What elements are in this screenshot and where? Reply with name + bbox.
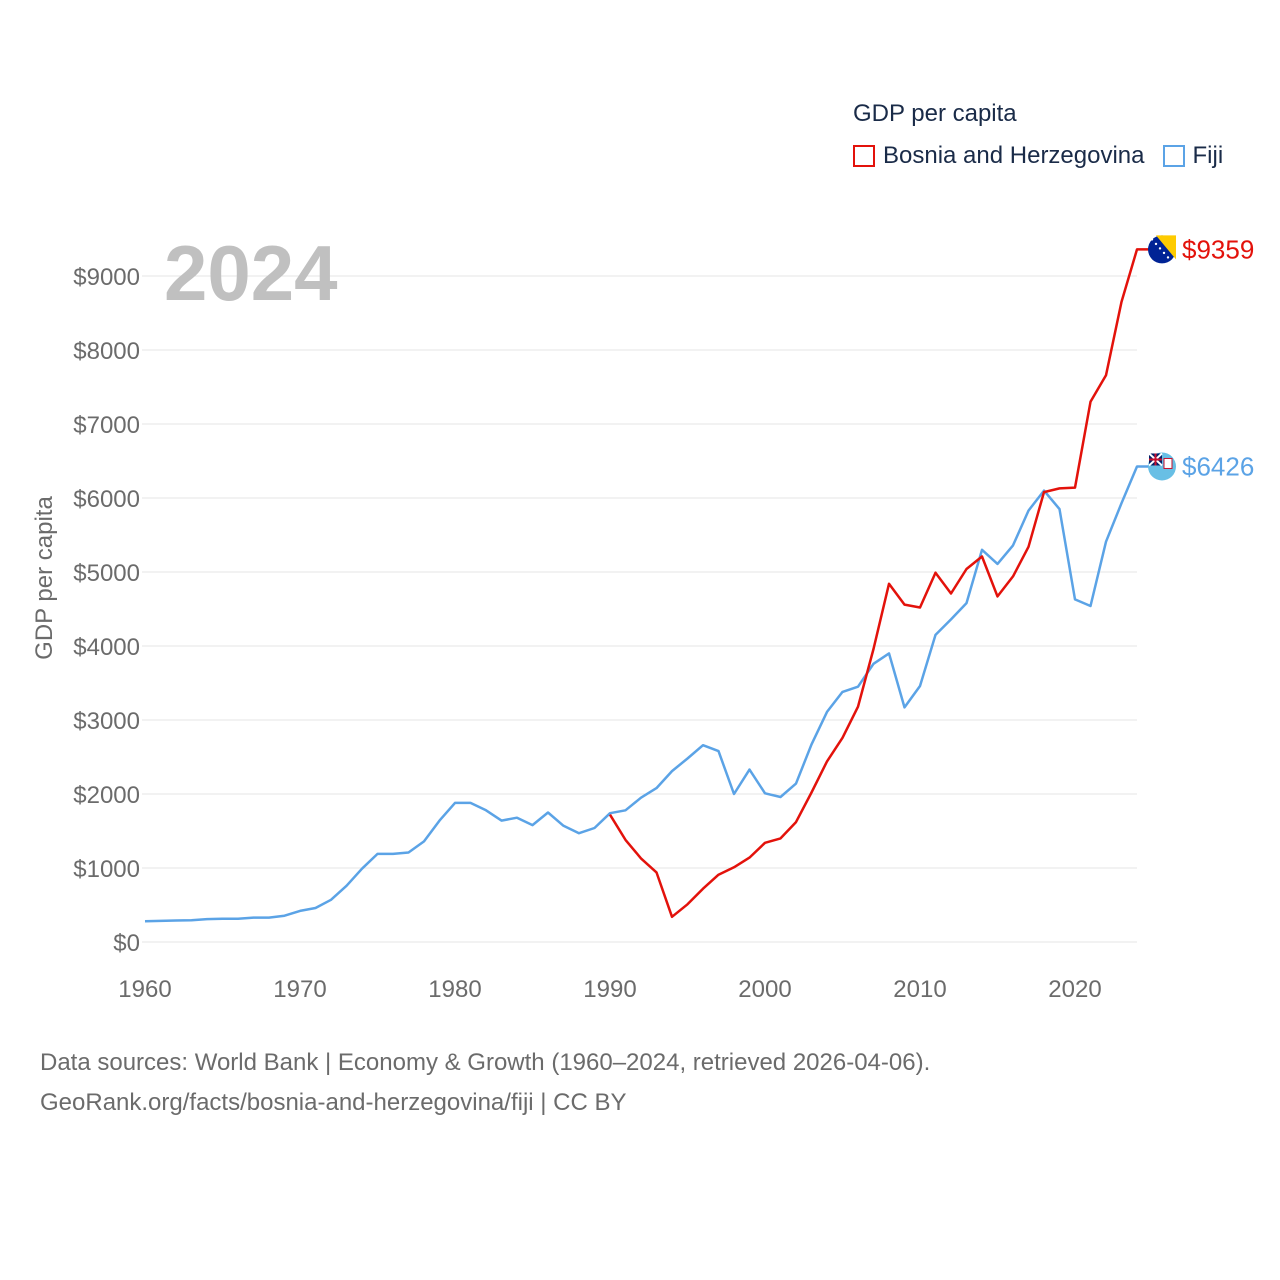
y-tick-label: $8000 (73, 338, 140, 365)
end-markers: $9359 $6426 (1148, 234, 1254, 481)
legend-swatch-bosnia (853, 145, 875, 167)
y-tick-label: $1000 (73, 856, 140, 883)
y-tick-label: $4000 (73, 634, 140, 661)
year-label: 2024 (164, 229, 338, 317)
y-tick-label: $0 (113, 930, 140, 957)
x-tick-label: 1980 (428, 976, 481, 1003)
fiji-flag-icon (1148, 452, 1176, 481)
footer: Data sources: World Bank | Economy & Gro… (40, 1043, 930, 1123)
legend-label-bosnia: Bosnia and Herzegovina (883, 142, 1145, 169)
footer-sources: Data sources: World Bank | Economy & Gro… (40, 1049, 931, 1076)
x-tick-label: 2020 (1048, 976, 1101, 1003)
legend-item-bosnia[interactable]: Bosnia and Herzegovina (853, 142, 1145, 170)
grid-lines (142, 275, 1137, 943)
y-tick-label: $6000 (73, 486, 140, 513)
x-tick-label: 1990 (583, 976, 636, 1003)
legend-item-fiji[interactable]: Fiji (1162, 142, 1224, 170)
y-axis-ticks: $0 $1000 $2000 $3000 $4000 $5000 $6000 $7000 $80… (73, 264, 140, 957)
series-line-bosnia-and-herzegovina (608, 248, 1153, 919)
y-axis-label: GDP per capita (31, 496, 58, 660)
legend: Bosnia and Herzegovina Fiji (853, 142, 1241, 170)
x-tick-label: 1970 (273, 976, 326, 1003)
y-tick-label: $9000 (73, 264, 140, 291)
end-value-label: $9359 (1182, 234, 1254, 264)
series-lines (144, 248, 1153, 923)
series-line-fiji (144, 465, 1153, 923)
x-tick-label: 2010 (893, 976, 946, 1003)
x-axis-ticks: 1960 1970 1980 1990 2000 2010 2020 (118, 976, 1101, 1003)
footer-link[interactable]: GeoRank.org/facts/bosnia-and-herzegovina… (40, 1089, 627, 1116)
bosnia-flag-icon (1148, 235, 1176, 264)
y-tick-label: $7000 (73, 412, 140, 439)
legend-swatch-fiji (1162, 145, 1185, 167)
y-tick-label: $3000 (73, 708, 140, 735)
y-tick-label: $5000 (73, 560, 140, 587)
x-tick-label: 1960 (118, 976, 171, 1003)
legend-label-fiji: Fiji (1192, 142, 1224, 169)
end-value-label: $6426 (1182, 451, 1254, 481)
y-tick-label: $2000 (73, 782, 140, 809)
x-tick-label: 2000 (738, 976, 791, 1003)
legend-title: GDP per capita (853, 100, 1017, 127)
